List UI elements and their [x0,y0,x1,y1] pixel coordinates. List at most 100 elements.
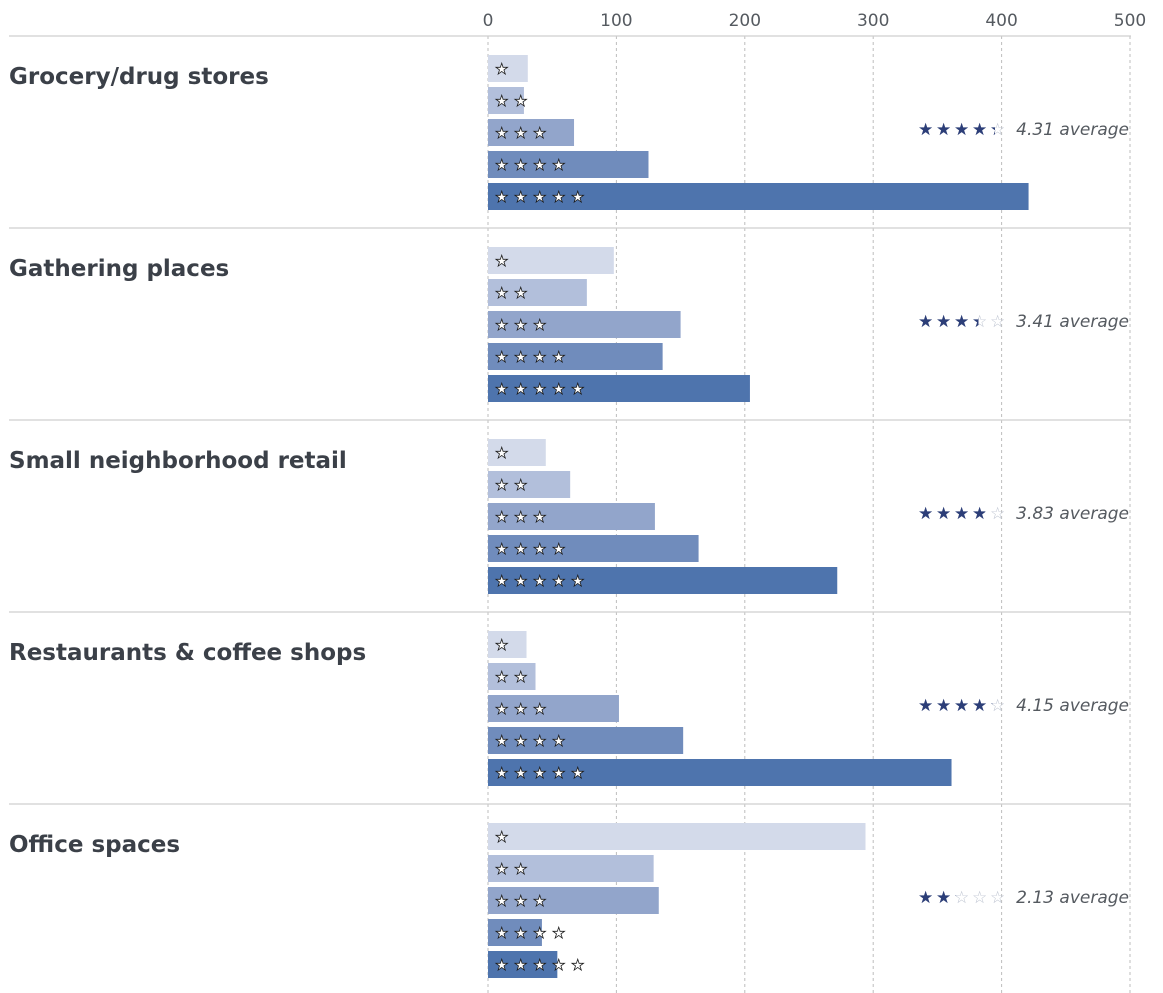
category-label: Restaurants & coffee shops [9,640,366,666]
bar [488,663,536,690]
x-tick-label: 400 [985,11,1017,31]
category-label: Gathering places [9,256,229,282]
average-star-icon: ★ [954,888,969,908]
average-star-outline-icon: ☆ [972,888,987,908]
bar-star-icon: ★ [533,508,546,526]
bar-star-icon: ★ [514,892,527,910]
average-star-icon: ★ [972,312,987,332]
average-star-icon: ★ [936,312,951,332]
bar [488,567,838,594]
average-star-outline-icon: ☆ [918,888,933,908]
average-star-icon: ★ [990,696,1005,716]
bar [488,87,524,114]
bar-star-icon: ★ [495,156,508,174]
bar [488,887,659,914]
bar [488,631,527,658]
average-star-icon: ★ [936,696,951,716]
bar-star-icon: ★ [514,188,527,206]
bar [488,919,542,946]
x-tick-label: 500 [1114,11,1146,31]
x-tick-label: 200 [729,11,761,31]
bar-star-icon: ★ [495,764,508,782]
x-tick-label: 0 [483,11,494,31]
bar-star-icon: ★ [552,540,565,558]
average-star-icon: ★ [954,696,969,716]
bar-star-icon: ★ [514,316,527,334]
average-star-outline-icon: ☆ [954,312,969,332]
average-label: 3.83 average [1016,504,1129,524]
bar-star-icon: ★ [495,732,508,750]
average-star-outline-icon: ☆ [972,696,987,716]
bar-star-icon: ★ [495,60,508,78]
average-star-outline-icon: ☆ [936,312,951,332]
average-star-icon: ★ [972,696,987,716]
bar-star-icon: ★ [514,700,527,718]
bar-star-icon: ★ [495,252,508,270]
bar [488,471,571,498]
average-star-outline-icon: ☆ [972,312,987,332]
bar-star-icon: ★ [514,924,527,942]
bar-star-icon: ★ [495,572,508,590]
bar [488,727,684,754]
bar-star-icon: ★ [571,380,584,398]
bar-star-icon: ★ [495,284,508,302]
average-star-icon: ★ [936,888,951,908]
average-star-icon: ★ [918,888,933,908]
average-star-icon: ★ [972,504,987,524]
bar-star-icon: ★ [514,284,527,302]
bar [488,279,587,306]
bar-star-icon: ★ [514,860,527,878]
bar-star-icon: ★ [495,188,508,206]
average-star-icon: ★ [918,504,933,524]
average-star-outline-icon: ☆ [936,120,951,140]
bar-star-icon: ★ [571,572,584,590]
average-star-outline-icon: ☆ [918,120,933,140]
bar-star-icon: ★ [495,92,508,110]
average-star-outline-icon: ☆ [918,504,933,524]
bar-star-icon: ★ [552,732,565,750]
bar-star-icon: ★ [514,668,527,686]
average-star-icon: ★ [936,120,951,140]
bar-star-icon: ★ [533,156,546,174]
bar-star-icon: ★ [552,380,565,398]
bar-star-icon: ★ [495,124,508,142]
bar [488,119,575,146]
bar-star-icon: ★ [495,540,508,558]
bar [488,375,750,402]
bar-star-icon: ★ [514,508,527,526]
average-star-outline-icon: ☆ [954,696,969,716]
bar-star-icon: ★ [495,956,508,974]
bar [488,247,614,274]
bar-star-icon: ★ [552,956,565,974]
average-star-icon: ★ [954,312,969,332]
bar-star-icon: ★ [514,732,527,750]
bar-star-icon: ★ [533,188,546,206]
bar-star-icon: ★ [571,188,584,206]
average-star-outline-icon: ☆ [954,120,969,140]
bar-star-icon: ★ [495,508,508,526]
bar-star-icon: ★ [533,924,546,942]
bar-star-icon: ★ [552,156,565,174]
bar-star-icon: ★ [495,828,508,846]
x-tick-label: 100 [600,11,632,31]
average-star-icon: ★ [972,120,987,140]
average-star-outline-icon: ☆ [954,504,969,524]
bar-star-icon: ★ [533,572,546,590]
bar-star-icon: ★ [514,380,527,398]
bar-star-icon: ★ [514,476,527,494]
bar-star-icon: ★ [495,444,508,462]
average-star-outline-icon: ☆ [990,120,1005,140]
bar-star-icon: ★ [495,636,508,654]
bar [488,759,952,786]
bar-star-icon: ★ [533,956,546,974]
average-label: 4.15 average [1016,696,1129,716]
bar [488,311,681,338]
bar-star-icon: ★ [533,380,546,398]
bar-star-icon: ★ [571,764,584,782]
average-star-outline-icon: ☆ [990,504,1005,524]
bar [488,55,528,82]
bar-star-icon: ★ [514,156,527,174]
bar-star-icon: ★ [552,348,565,366]
bar [488,439,546,466]
category-label: Office spaces [9,832,180,858]
